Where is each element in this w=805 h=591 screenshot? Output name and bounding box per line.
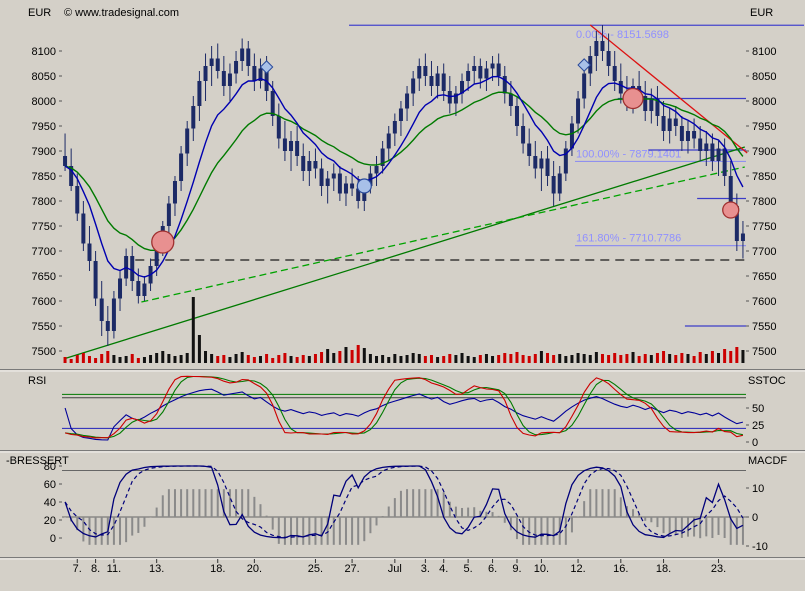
svg-text:8050: 8050 xyxy=(752,71,776,83)
svg-text:7750: 7750 xyxy=(32,221,56,233)
svg-text:18.: 18. xyxy=(210,563,225,575)
svg-text:7500: 7500 xyxy=(32,346,56,358)
svg-text:11.: 11. xyxy=(107,563,121,575)
macdf-panel-label: MACDF xyxy=(748,455,788,467)
svg-text:27.: 27. xyxy=(344,563,359,575)
svg-text:7850: 7850 xyxy=(752,171,776,183)
svg-text:7600: 7600 xyxy=(752,296,776,308)
svg-text:10.: 10. xyxy=(534,563,549,575)
svg-text:7800: 7800 xyxy=(32,196,56,208)
svg-text:7750: 7750 xyxy=(752,221,776,233)
svg-text:7950: 7950 xyxy=(32,121,56,133)
svg-text:161.80% - 7710.7786: 161.80% - 7710.7786 xyxy=(576,233,681,245)
svg-text:7650: 7650 xyxy=(752,271,776,283)
svg-text:8000: 8000 xyxy=(32,96,56,108)
svg-text:5.: 5. xyxy=(464,563,473,575)
svg-text:100.00% - 7879.1401: 100.00% - 7879.1401 xyxy=(576,148,681,160)
svg-text:7950: 7950 xyxy=(752,121,776,133)
svg-text:Jul: Jul xyxy=(388,563,402,575)
svg-text:25: 25 xyxy=(752,420,764,432)
svg-text:16.: 16. xyxy=(613,563,628,575)
svg-text:7600: 7600 xyxy=(32,296,56,308)
svg-text:23.: 23. xyxy=(711,563,726,575)
svg-text:7700: 7700 xyxy=(32,246,56,258)
right-axis-currency-label: EUR xyxy=(750,7,774,19)
svg-text:20: 20 xyxy=(44,515,56,527)
svg-text:0.00% - 8151.5698: 0.00% - 8151.5698 xyxy=(576,29,669,41)
svg-text:8.: 8. xyxy=(91,563,100,575)
svg-text:0: 0 xyxy=(752,437,758,449)
svg-text:50: 50 xyxy=(752,403,764,415)
svg-text:9.: 9. xyxy=(512,563,521,575)
svg-text:8100: 8100 xyxy=(752,46,776,58)
svg-text:7650: 7650 xyxy=(32,271,56,283)
svg-text:7850: 7850 xyxy=(32,171,56,183)
svg-text:8000: 8000 xyxy=(752,96,776,108)
svg-text:80: 80 xyxy=(44,461,56,473)
svg-text:7550: 7550 xyxy=(752,321,776,333)
copyright-watermark: © www.tradesignal.com xyxy=(64,7,180,19)
svg-text:0: 0 xyxy=(50,533,56,545)
svg-text:0: 0 xyxy=(752,512,758,524)
svg-text:7900: 7900 xyxy=(32,146,56,158)
rsi-panel-label: RSI xyxy=(28,375,47,387)
svg-text:6.: 6. xyxy=(488,563,497,575)
svg-text:3.: 3. xyxy=(421,563,430,575)
svg-text:4.: 4. xyxy=(439,563,448,575)
svg-text:40: 40 xyxy=(44,497,56,509)
svg-text:60: 60 xyxy=(44,479,56,491)
svg-text:7700: 7700 xyxy=(752,246,776,258)
svg-text:12.: 12. xyxy=(570,563,585,575)
svg-text:13.: 13. xyxy=(149,563,164,575)
svg-text:7900: 7900 xyxy=(752,146,776,158)
svg-text:7.: 7. xyxy=(73,563,82,575)
svg-text:7500: 7500 xyxy=(752,346,776,358)
svg-text:-10: -10 xyxy=(752,541,768,553)
svg-text:7550: 7550 xyxy=(32,321,56,333)
left-axis-currency-label: EUR xyxy=(28,7,52,19)
svg-text:8050: 8050 xyxy=(32,71,56,83)
svg-text:10: 10 xyxy=(752,483,764,495)
svg-text:25.: 25. xyxy=(308,563,323,575)
svg-text:18.: 18. xyxy=(656,563,671,575)
svg-text:8100: 8100 xyxy=(32,46,56,58)
svg-text:7800: 7800 xyxy=(752,196,776,208)
svg-text:20.: 20. xyxy=(247,563,262,575)
bressert-panel-label: -BRESSERT xyxy=(6,455,69,467)
sstoc-panel-label: SSTOC xyxy=(748,375,786,387)
